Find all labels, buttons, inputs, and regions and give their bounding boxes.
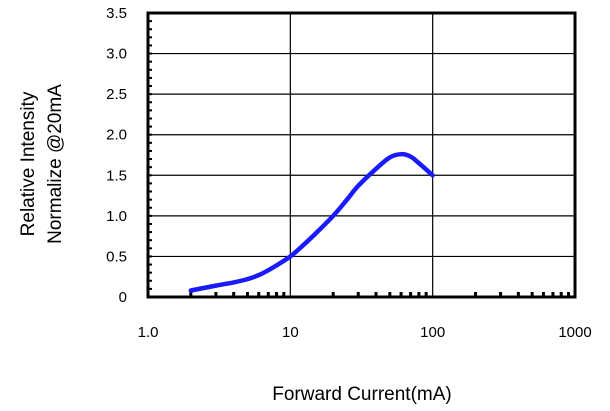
x-tick-label: 100 <box>420 324 445 341</box>
series-layer <box>188 151 435 293</box>
y-axis-title-line1: Relative Intensity <box>18 91 39 236</box>
x-axis-title: Forward Current(mA) <box>272 384 451 405</box>
x-tick-label: 10 <box>282 324 299 341</box>
x-tick-label: 1000 <box>558 324 591 341</box>
y-tick-label: 1.0 <box>106 208 127 225</box>
x-tick-label: 1.0 <box>138 324 159 341</box>
y-tick-labels: 0 0.5 1.0 1.5 2.0 2.5 3.0 3.5 <box>106 5 127 306</box>
series-line-0 <box>188 151 435 293</box>
y-tick-label: 2.5 <box>106 86 127 103</box>
y-tick-label: 0.5 <box>106 248 127 265</box>
y-tick-label: 3.5 <box>106 5 127 22</box>
plot-frame <box>146 11 577 299</box>
y-tick-label: 0 <box>119 289 127 306</box>
y-tick-label: 3.0 <box>106 46 127 63</box>
y-axis-title: Relative Intensity Normalize @20mA <box>18 84 66 244</box>
y-axis-title-line2: Normalize @20mA <box>45 84 66 244</box>
minor-ticks <box>148 20 570 297</box>
y-tick-label: 1.5 <box>106 167 127 184</box>
x-tick-labels: 1.0 10 100 1000 <box>138 324 592 341</box>
gridlines <box>148 13 575 297</box>
y-tick-label: 2.0 <box>106 127 127 144</box>
